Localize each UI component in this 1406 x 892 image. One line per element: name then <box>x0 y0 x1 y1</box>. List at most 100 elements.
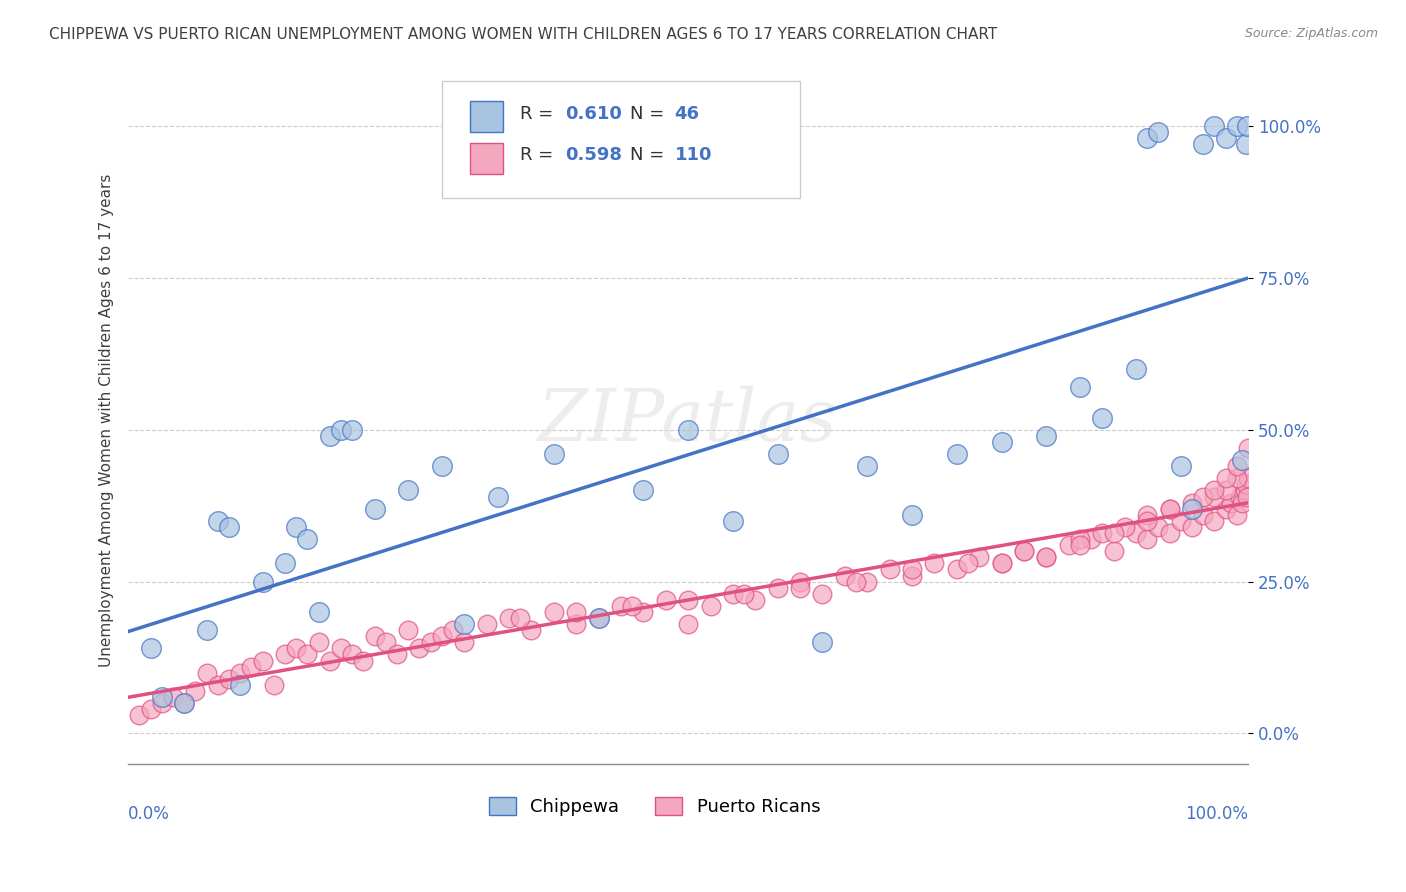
Point <box>879 562 901 576</box>
Point <box>396 483 419 498</box>
Point <box>811 587 834 601</box>
Text: CHIPPEWA VS PUERTO RICAN UNEMPLOYMENT AMONG WOMEN WITH CHILDREN AGES 6 TO 17 YEA: CHIPPEWA VS PUERTO RICAN UNEMPLOYMENT AM… <box>49 27 997 42</box>
Point <box>946 447 969 461</box>
Point <box>610 599 633 613</box>
Point <box>1159 501 1181 516</box>
Point <box>1220 495 1243 509</box>
Point <box>297 648 319 662</box>
Point <box>297 532 319 546</box>
Point <box>721 514 744 528</box>
Point <box>1147 520 1170 534</box>
Point <box>274 648 297 662</box>
Point <box>633 605 655 619</box>
Point <box>901 568 924 582</box>
Point <box>1233 483 1256 498</box>
Point <box>363 501 385 516</box>
Point <box>475 617 498 632</box>
Point <box>654 592 676 607</box>
Point <box>1181 501 1204 516</box>
Point <box>957 557 980 571</box>
Point <box>1159 526 1181 541</box>
Point <box>1226 119 1249 133</box>
Point <box>195 623 218 637</box>
Point <box>676 617 699 632</box>
Point <box>1226 459 1249 474</box>
Point <box>1215 131 1237 145</box>
Point <box>509 611 531 625</box>
Point <box>308 605 330 619</box>
Point <box>1234 137 1257 152</box>
Point <box>385 648 408 662</box>
Point <box>1236 119 1258 133</box>
Point <box>1012 544 1035 558</box>
Point <box>139 641 162 656</box>
Point <box>162 690 184 704</box>
Y-axis label: Unemployment Among Women with Children Ages 6 to 17 years: Unemployment Among Women with Children A… <box>100 174 114 667</box>
Point <box>967 550 990 565</box>
Point <box>1192 508 1215 522</box>
Point <box>430 629 453 643</box>
Point <box>1136 532 1159 546</box>
Point <box>1215 483 1237 498</box>
Text: Source: ZipAtlas.com: Source: ZipAtlas.com <box>1244 27 1378 40</box>
Point <box>1057 538 1080 552</box>
Point <box>396 623 419 637</box>
Point <box>319 654 342 668</box>
Point <box>845 574 868 589</box>
Point <box>419 635 441 649</box>
Point <box>1091 526 1114 541</box>
Point <box>744 592 766 607</box>
Point <box>252 574 274 589</box>
Point <box>1114 520 1136 534</box>
Point <box>207 514 229 528</box>
Text: 100.0%: 100.0% <box>1185 805 1249 823</box>
Point <box>139 702 162 716</box>
Point <box>588 611 610 625</box>
Text: 0.598: 0.598 <box>565 146 621 164</box>
Point <box>565 617 588 632</box>
Point <box>1204 483 1226 498</box>
Point <box>1136 514 1159 528</box>
Point <box>990 557 1012 571</box>
Point <box>374 635 396 649</box>
Text: ZIPatlas: ZIPatlas <box>538 385 838 456</box>
Point <box>1204 119 1226 133</box>
Point <box>240 659 263 673</box>
Point <box>363 629 385 643</box>
Point <box>1215 471 1237 485</box>
Point <box>340 423 363 437</box>
Point <box>1159 501 1181 516</box>
Point <box>453 617 475 632</box>
Point <box>486 490 509 504</box>
Point <box>1232 495 1254 509</box>
Point <box>1181 495 1204 509</box>
Point <box>1215 501 1237 516</box>
Point <box>229 665 252 680</box>
Point <box>498 611 520 625</box>
Point <box>319 429 342 443</box>
Point <box>856 459 879 474</box>
Point <box>901 508 924 522</box>
Point <box>633 483 655 498</box>
Point <box>1102 544 1125 558</box>
Point <box>1136 131 1159 145</box>
Point <box>901 562 924 576</box>
Point <box>207 678 229 692</box>
Point <box>195 665 218 680</box>
Point <box>1204 490 1226 504</box>
Point <box>150 690 173 704</box>
Point <box>766 447 789 461</box>
Point <box>263 678 285 692</box>
Point <box>946 562 969 576</box>
Point <box>285 641 308 656</box>
Point <box>1237 441 1260 455</box>
Point <box>453 635 475 649</box>
Point <box>218 672 240 686</box>
Point <box>430 459 453 474</box>
Point <box>588 611 610 625</box>
Point <box>676 423 699 437</box>
Point <box>1069 532 1091 546</box>
Point <box>1136 508 1159 522</box>
Point <box>330 423 353 437</box>
Point <box>1192 137 1215 152</box>
